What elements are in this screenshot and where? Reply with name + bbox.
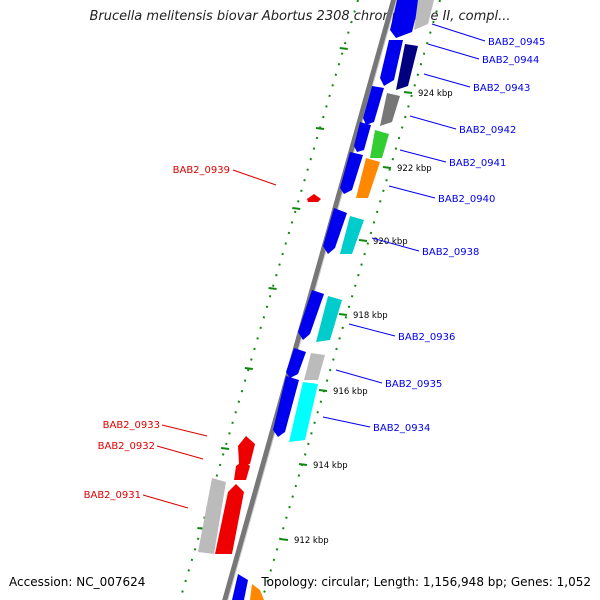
inner-tick-guide	[261, 0, 441, 600]
tick-mark	[338, 313, 348, 316]
gene-feature[interactable]	[380, 40, 403, 86]
tick-mark	[279, 538, 289, 541]
gene-feature[interactable]	[354, 122, 371, 152]
gene-leader-line	[388, 185, 436, 199]
gene-feature[interactable]	[340, 216, 364, 254]
gene-feature[interactable]	[298, 290, 324, 340]
tick-mark	[315, 127, 325, 130]
gene-label[interactable]: BAB2_0935	[385, 379, 442, 390]
gene-leader-line	[399, 149, 447, 163]
gene-leader-line	[322, 416, 371, 428]
tick-mark	[220, 447, 230, 450]
gene-label[interactable]: BAB2_0942	[459, 125, 516, 136]
gene-feature[interactable]	[307, 194, 321, 202]
gene-feature[interactable]	[380, 93, 400, 126]
gene-leader-line	[423, 73, 471, 88]
genome-backbone	[222, 0, 397, 600]
gene-label[interactable]: BAB2_0931	[84, 490, 141, 501]
gene-feature[interactable]	[286, 348, 306, 378]
gene-feature[interactable]	[396, 44, 418, 90]
outer-major-ticks	[197, 47, 348, 530]
gene-feature[interactable]	[198, 478, 226, 554]
kbp-tick-label: 914 kbp	[313, 461, 348, 471]
gene-leader-line	[371, 237, 420, 252]
tick-mark	[339, 47, 348, 50]
tick-mark	[268, 287, 277, 290]
reverse-gene-blocks	[198, 194, 321, 554]
gene-feature[interactable]	[390, 0, 420, 38]
tick-mark	[358, 239, 368, 242]
accession-text: Accession: NC_007624	[9, 575, 146, 589]
tick-mark	[292, 207, 301, 210]
gene-leader-line	[409, 115, 457, 130]
gene-leader-line	[335, 369, 383, 384]
kbp-tick-label: 916 kbp	[333, 387, 368, 397]
forward-gene-labels: BAB2_0945 BAB2_0944 BAB2_0943 BAB2_0942 BAB2…	[322, 23, 545, 434]
gene-feature[interactable]	[289, 382, 318, 442]
gene-label[interactable]: BAB2_0941	[449, 158, 506, 169]
kbp-tick-label: 922 kbp	[397, 164, 432, 174]
gene-label[interactable]: BAB2_0938	[422, 247, 479, 258]
gene-feature[interactable]	[316, 296, 342, 342]
gene-feature[interactable]	[250, 584, 264, 600]
gene-leader-line	[161, 424, 208, 437]
tick-mark	[318, 389, 328, 392]
gene-leader-line	[348, 323, 396, 337]
gene-leader-line	[142, 494, 189, 509]
inner-major-ticks	[279, 91, 413, 541]
gene-feature[interactable]	[323, 208, 347, 254]
gene-feature[interactable]	[356, 158, 380, 198]
kbp-tick-label: 924 kbp	[418, 89, 453, 99]
gene-feature[interactable]	[273, 376, 299, 437]
genome-summary-text: Topology: circular; Length: 1,156,948 bp…	[261, 575, 591, 589]
gene-feature[interactable]	[363, 86, 384, 125]
tick-mark	[244, 367, 253, 370]
kbp-tick-label: 920 kbp	[373, 237, 408, 247]
kbp-tick-label: 918 kbp	[353, 311, 388, 321]
gene-feature[interactable]	[234, 460, 250, 480]
gene-label[interactable]: BAB2_0943	[473, 83, 530, 94]
gene-leader-line	[427, 43, 480, 60]
gene-feature[interactable]	[304, 353, 325, 380]
gene-leader-line	[232, 169, 277, 186]
forward-gene-blocks	[232, 0, 434, 600]
gene-label[interactable]: BAB2_0940	[438, 194, 495, 205]
tick-mark	[403, 91, 413, 94]
gene-leader-line	[156, 445, 204, 460]
tick-mark	[298, 463, 308, 466]
kbp-tick-label: 912 kbp	[294, 536, 329, 546]
gene-label[interactable]: BAB2_0933	[103, 420, 160, 431]
gene-feature[interactable]	[340, 152, 363, 194]
gene-label[interactable]: BAB2_0932	[98, 441, 155, 452]
gene-label[interactable]: BAB2_0936	[398, 332, 455, 343]
gene-feature[interactable]	[238, 436, 255, 464]
gene-leader-line	[431, 23, 486, 42]
gene-feature[interactable]	[232, 574, 248, 600]
gene-label[interactable]: BAB2_0934	[373, 423, 430, 434]
kbp-labels: 924 kbp 922 kbp 920 kbp 918 kbp 916 kbp 914 k…	[294, 89, 453, 546]
gene-feature[interactable]	[414, 0, 434, 30]
gene-label[interactable]: BAB2_0939	[173, 165, 230, 176]
gene-label[interactable]: BAB2_0945	[488, 37, 545, 48]
reverse-gene-labels: BAB2_0939 BAB2_0933 BAB2_0932 BAB2_0931	[84, 165, 277, 509]
gene-feature[interactable]	[370, 130, 389, 158]
gene-feature[interactable]	[215, 484, 244, 554]
tick-mark	[382, 166, 392, 169]
gene-label[interactable]: BAB2_0944	[482, 55, 539, 66]
